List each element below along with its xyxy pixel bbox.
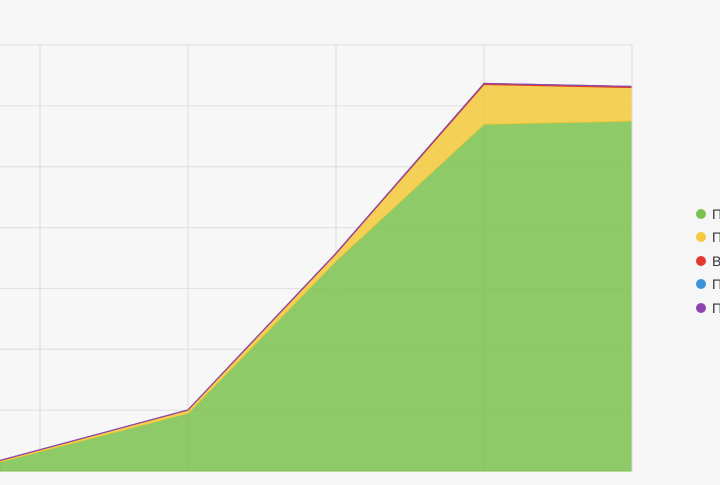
legend-item[interactable]: П [696,296,720,320]
chart-legend: П П В П П [696,202,720,320]
legend-item[interactable]: П [696,202,720,226]
legend-swatch [696,279,706,290]
legend-swatch [696,232,706,243]
legend-label: П [712,299,720,316]
legend-item[interactable]: П [696,226,720,250]
legend-swatch [696,208,706,219]
legend-item[interactable]: В [696,249,720,273]
legend-item[interactable]: П [696,273,720,297]
legend-label: В [712,252,720,269]
legend-swatch [696,302,706,313]
legend-label: П [712,276,720,293]
legend-label: П [712,229,720,246]
legend-label: П [712,205,720,222]
legend-swatch [696,255,706,266]
